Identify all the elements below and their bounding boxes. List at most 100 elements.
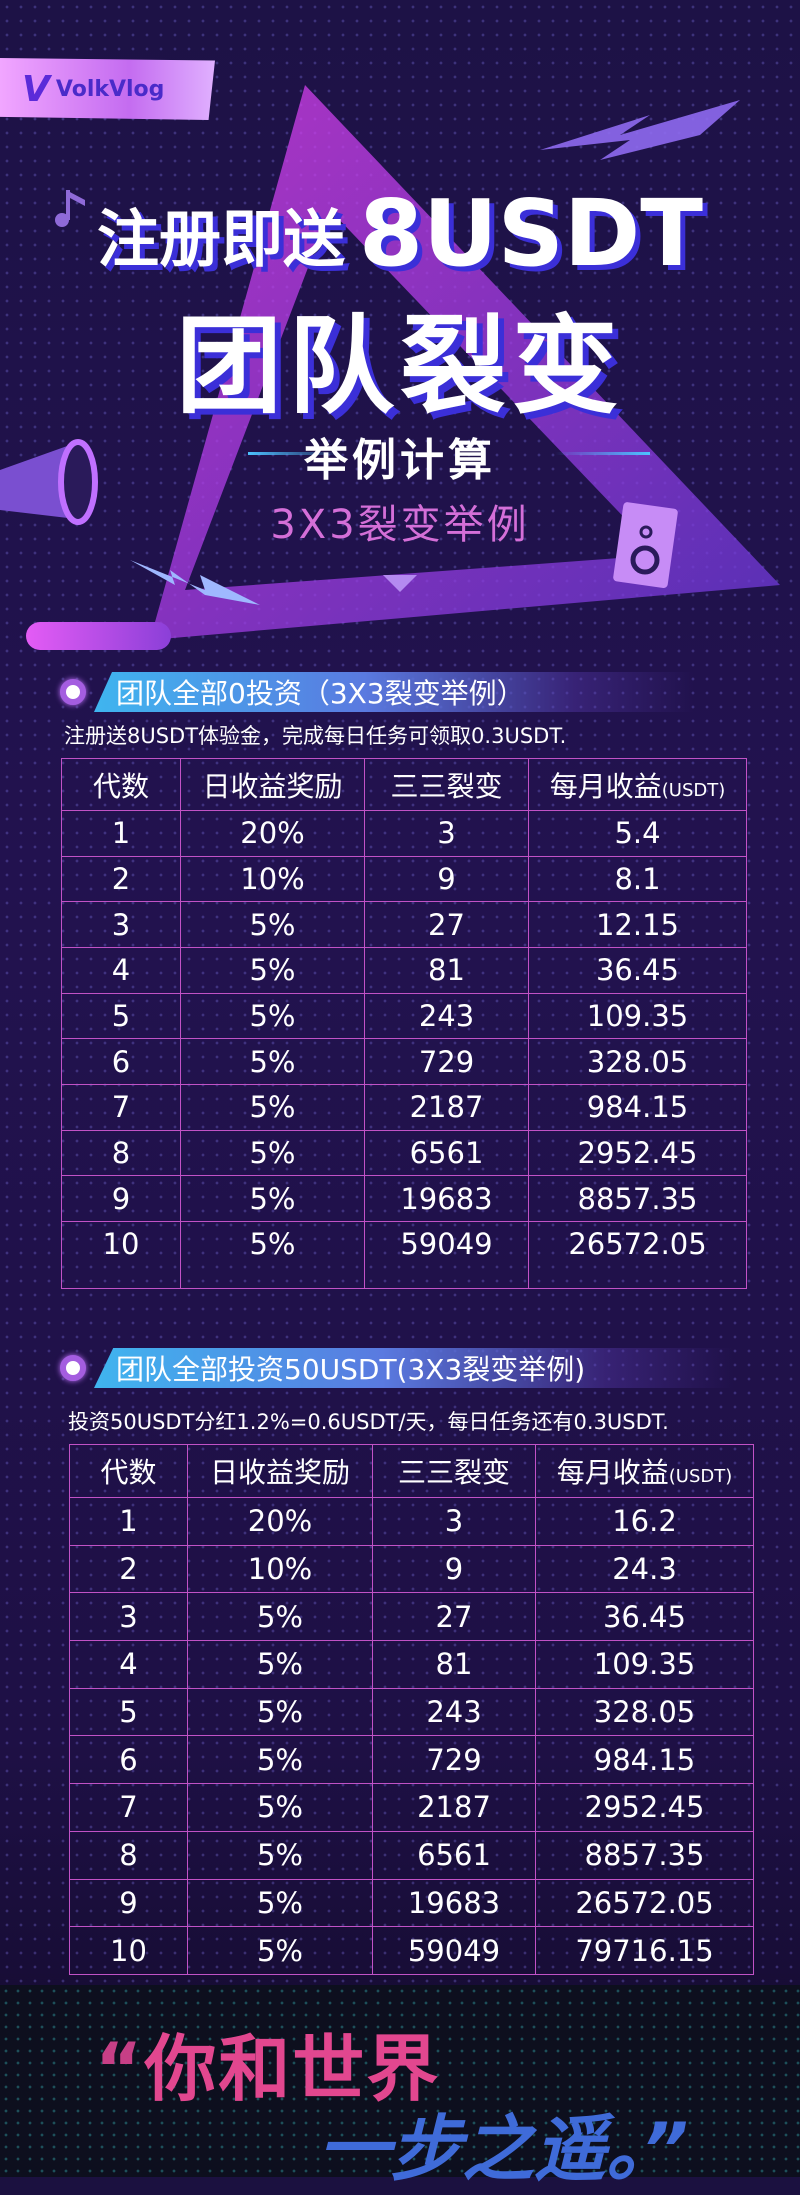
divider — [555, 452, 650, 455]
bullet-icon — [60, 679, 86, 705]
hero-title-amount: 8USDT — [358, 180, 704, 287]
lightning-icon — [130, 560, 260, 605]
table-cell: 8857.35 — [528, 1175, 747, 1222]
table-cell: 5% — [187, 1926, 373, 1975]
table-row: 8 5% 6561 2952.45 — [61, 1129, 747, 1177]
table-row: 4 5% 81 36.45 — [61, 946, 747, 994]
table-cell: 2 — [61, 855, 181, 903]
column-header: 每月收益(USDT) — [535, 1444, 754, 1498]
decorations: 𝄞 — [0, 85, 780, 640]
table-cell: 2187 — [372, 1783, 536, 1832]
table-cell: 81 — [364, 946, 529, 994]
table-cell: 1 — [61, 810, 181, 857]
table-row: 5 5% 243 109.35 — [61, 992, 747, 1040]
table-row: 3 5% 27 36.45 — [69, 1592, 754, 1642]
triangle-shape — [150, 85, 780, 640]
earnings-table: 代数 日收益奖励 三三裂变 每月收益(USDT) 1 20% 3 16.2 2 10% 9 2… — [69, 1444, 754, 1975]
table-cell: 6 — [61, 1038, 181, 1085]
down-arrow-icon — [383, 575, 417, 592]
table-cell: 8 — [69, 1830, 188, 1880]
table-cell: 3 — [364, 810, 529, 857]
table-cell: 6561 — [372, 1830, 536, 1880]
table-cell: 12.15 — [528, 901, 747, 948]
table-row-empty — [61, 1266, 747, 1289]
logo: V VolkVlog — [0, 58, 215, 120]
table-cell: 5% — [187, 1735, 373, 1785]
section-title: 团队全部投资50USDT(3X3裂变举例) — [94, 1348, 734, 1388]
table-cell: 5% — [187, 1783, 373, 1832]
table-cell: 16.2 — [535, 1497, 754, 1546]
section-header: 团队全部投资50USDT(3X3裂变举例) — [60, 1348, 734, 1388]
section-note: 投资50USDT分红1.2%=0.6USDT/天，每日任务还有0.3USDT. — [68, 1410, 669, 1434]
table-cell: 5% — [180, 1129, 365, 1177]
table-cell: 3 — [372, 1497, 536, 1546]
table-cell: 729 — [364, 1038, 529, 1085]
column-header: 三三裂变 — [372, 1444, 536, 1498]
table-cell: 59049 — [364, 1220, 529, 1267]
table-cell: 19683 — [364, 1175, 529, 1222]
table-cell: 8857.35 — [535, 1830, 754, 1880]
table-cell: 6 — [69, 1735, 188, 1785]
lightning-icon — [540, 100, 740, 160]
section-header: 团队全部0投资（3X3裂变举例） — [60, 672, 694, 712]
column-header: 每月收益(USDT) — [528, 758, 747, 811]
table-cell: 5% — [187, 1687, 373, 1737]
table-cell: 79716.15 — [535, 1926, 754, 1975]
table-row: 1 20% 3 16.2 — [69, 1497, 754, 1546]
table-cell: 59049 — [372, 1926, 536, 1975]
table-row: 3 5% 27 12.15 — [61, 901, 747, 948]
table-cell: 109.35 — [535, 1640, 754, 1689]
table-cell: 5% — [180, 1083, 365, 1131]
hero-subtitle: 举例计算 — [304, 435, 496, 486]
column-header: 三三裂变 — [364, 758, 529, 811]
table-cell: 984.15 — [528, 1083, 747, 1131]
logo-mark: V — [22, 68, 50, 110]
table-cell: 2952.45 — [528, 1129, 747, 1177]
table-cell: 5 — [61, 992, 181, 1040]
hero-example: 3X3裂变举例 — [270, 502, 530, 548]
column-header: 日收益奖励 — [187, 1444, 373, 1498]
table-row: 9 5% 19683 26572.05 — [69, 1878, 754, 1928]
table-cell: 9 — [372, 1544, 536, 1594]
column-header: 代数 — [69, 1444, 188, 1498]
music-note-icon — [55, 190, 85, 227]
table-cell: 3 — [69, 1592, 188, 1642]
table-row: 7 5% 2187 984.15 — [61, 1083, 747, 1131]
table-cell: 2187 — [364, 1083, 529, 1131]
table-row: 10 5% 59049 79716.15 — [69, 1926, 754, 1975]
hero-title: 注册即送 8USDT — [0, 180, 800, 287]
table-row: 7 5% 2187 2952.45 — [69, 1783, 754, 1832]
table-row: 6 5% 729 984.15 — [69, 1735, 754, 1785]
table-cell: 5% — [187, 1640, 373, 1689]
table-cell: 8.1 — [528, 855, 747, 903]
table-cell: 4 — [61, 946, 181, 994]
table-cell: 729 — [372, 1735, 536, 1785]
logo-text: VolkVlog — [55, 76, 165, 102]
table-cell: 10 — [69, 1926, 188, 1975]
table-cell: 20% — [180, 810, 365, 857]
table-cell: 5% — [187, 1830, 373, 1880]
decorative-pill — [26, 622, 171, 650]
table-row: 2 10% 9 8.1 — [61, 855, 747, 903]
table-cell: 2952.45 — [535, 1783, 754, 1832]
table-cell: 36.45 — [528, 946, 747, 994]
table-cell: 36.45 — [535, 1592, 754, 1642]
bullet-icon — [60, 1355, 86, 1381]
column-header: 日收益奖励 — [180, 758, 365, 811]
footer-background — [0, 1985, 800, 2177]
table-cell: 10 — [61, 1220, 181, 1267]
table-cell: 7 — [61, 1083, 181, 1131]
table-cell: 3 — [61, 901, 181, 948]
table-cell: 9 — [69, 1878, 188, 1928]
table-cell: 109.35 — [528, 992, 747, 1040]
table-cell: 19683 — [372, 1878, 536, 1928]
table-cell: 6561 — [364, 1129, 529, 1177]
megaphone-icon — [0, 439, 98, 525]
table-cell: 5% — [180, 1038, 365, 1085]
table-row: 9 5% 19683 8857.35 — [61, 1175, 747, 1222]
table-cell: 9 — [364, 855, 529, 903]
table-cell: 5% — [180, 901, 365, 948]
table-cell: 2 — [69, 1544, 188, 1594]
section-title: 团队全部0投资（3X3裂变举例） — [94, 672, 694, 712]
table-cell: 10% — [180, 855, 365, 903]
